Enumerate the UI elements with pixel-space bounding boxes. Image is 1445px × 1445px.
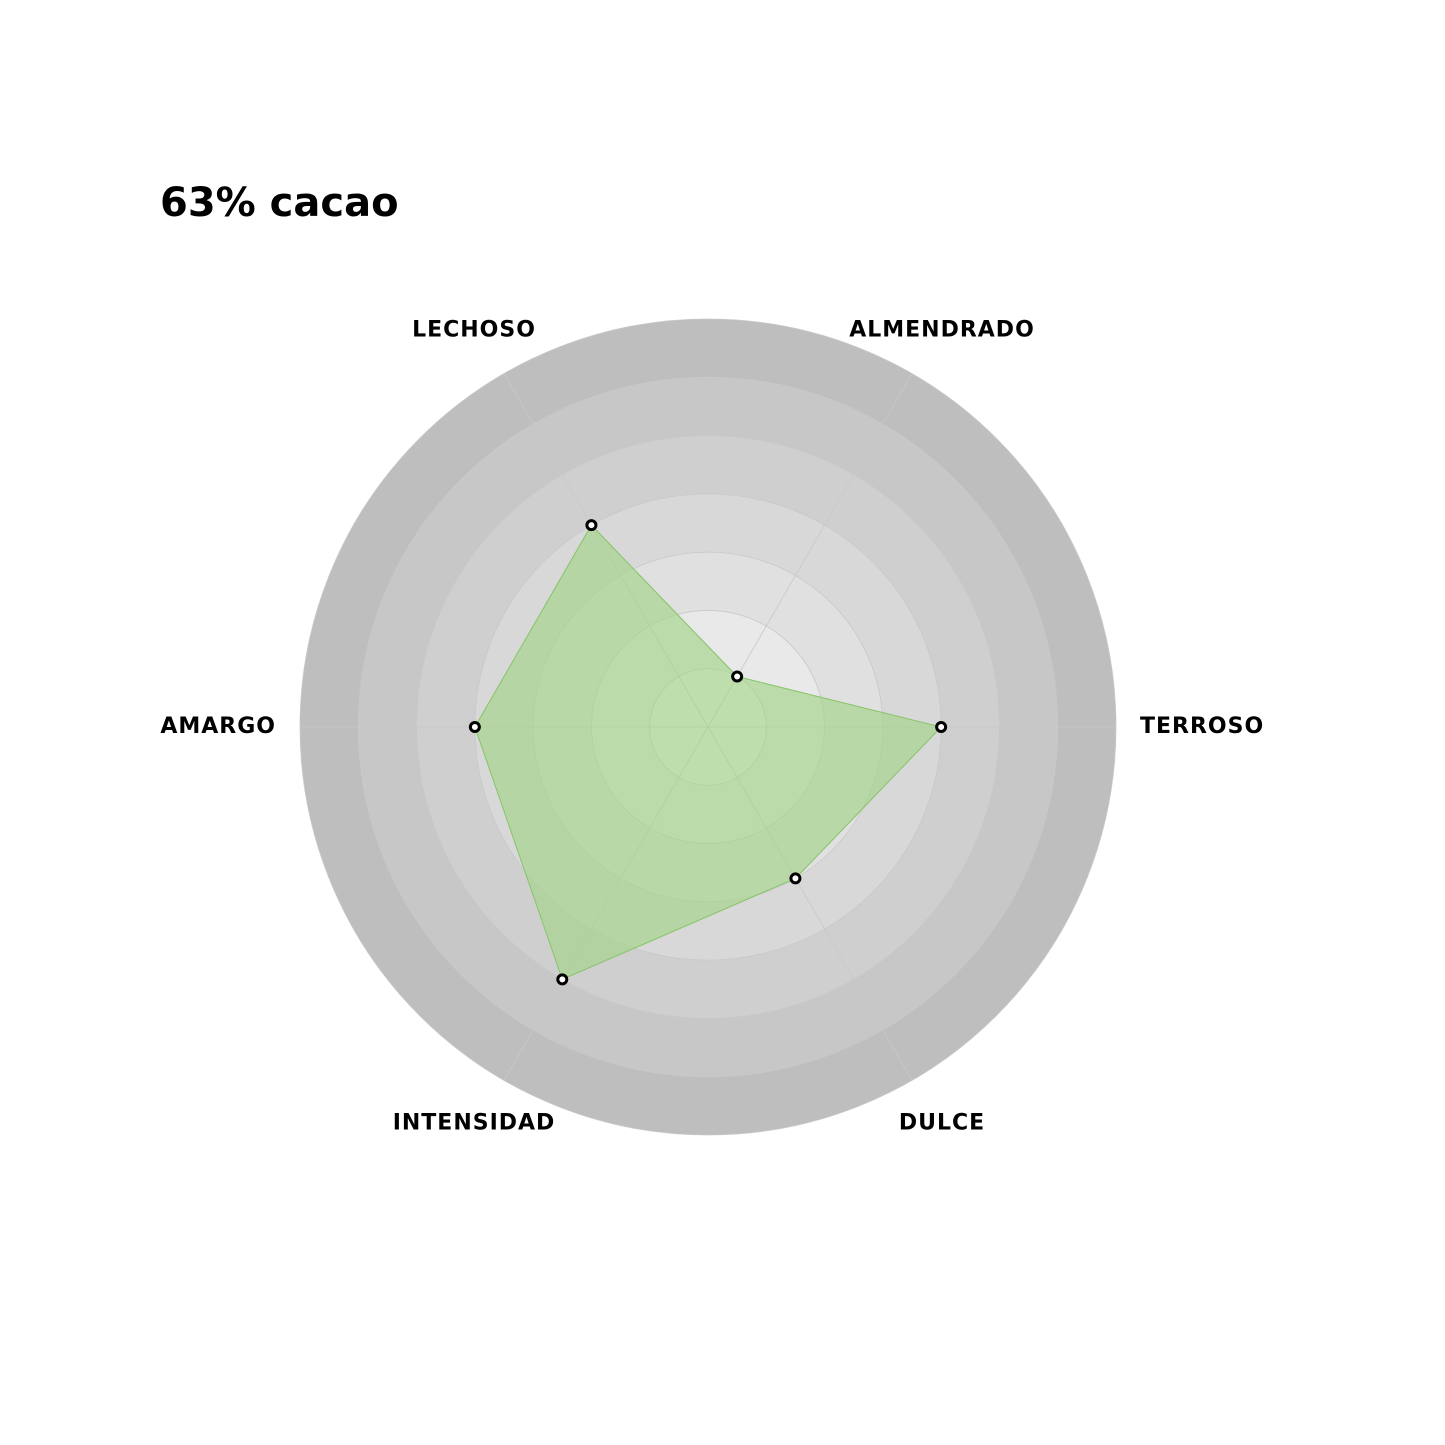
data-point [731, 670, 744, 683]
axis-line [707, 373, 913, 728]
data-point [789, 872, 802, 885]
data-point [935, 721, 948, 733]
data-point [468, 721, 481, 733]
axis-label: LECHOSO [412, 317, 536, 342]
axis-label: ALMENDRADO [849, 317, 1035, 342]
axis-label: TERROSO [1140, 714, 1264, 739]
axis-label: INTENSIDAD [393, 1111, 556, 1136]
axis-label: DULCE [899, 1111, 985, 1136]
data-point [556, 973, 569, 986]
axis-label: AMARGO [160, 714, 276, 739]
data-point [585, 519, 598, 532]
chart-title: 63% cacao [160, 180, 399, 226]
